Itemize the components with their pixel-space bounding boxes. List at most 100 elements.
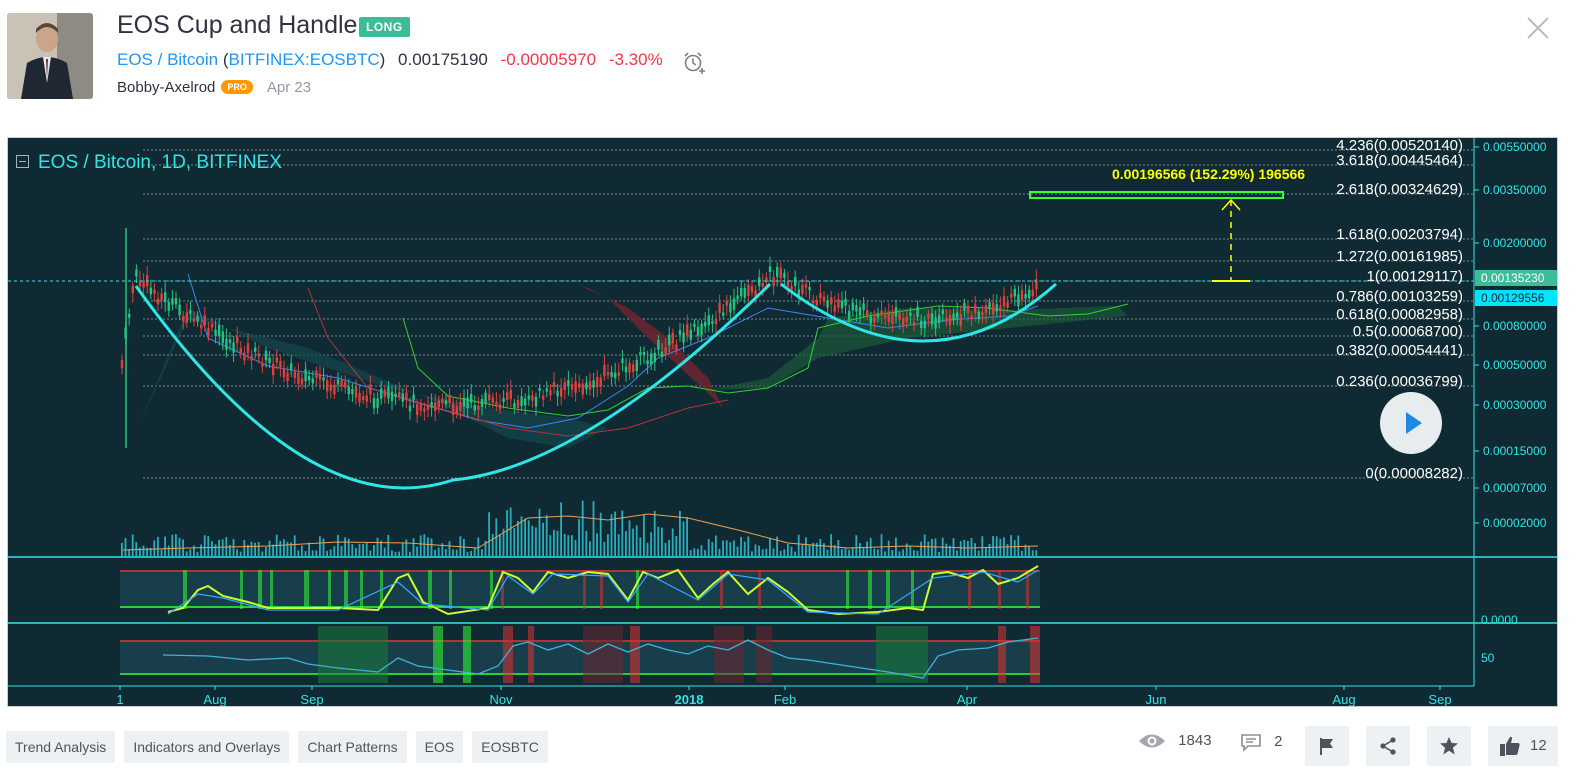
symbol-ticker-link[interactable]: BITFINEX:EOSBTC (228, 50, 380, 69)
tag-eosbtc[interactable]: EOSBTC (472, 731, 548, 763)
candle-body (326, 380, 329, 392)
symbol-name-link[interactable]: EOS / Bitcoin (117, 50, 219, 69)
candle-body (1002, 296, 1006, 307)
ichimoku-cloud (138, 308, 608, 448)
volume-bar (862, 547, 865, 556)
candle-body (866, 309, 869, 316)
tag-indicators-and-overlays[interactable]: Indicators and Overlays (124, 731, 290, 763)
indicator-line-blue (187, 273, 1039, 429)
volume-bar (905, 543, 908, 556)
candle-body (502, 397, 505, 402)
osc-highlight (630, 626, 640, 683)
volume-bar (484, 540, 487, 556)
volume-bar (873, 548, 876, 556)
candle-body (477, 405, 480, 410)
volume-bar (538, 508, 541, 556)
report-button[interactable] (1305, 726, 1349, 766)
candle-body (437, 400, 440, 408)
tag-eos[interactable]: EOS (415, 731, 464, 763)
pro-badge: PRO (221, 80, 253, 94)
candle-body (603, 364, 606, 377)
candle-body (898, 312, 901, 320)
volume-bar (1017, 535, 1020, 556)
volume-bar (185, 551, 188, 556)
candle-body (318, 373, 322, 380)
volume-bar (902, 549, 904, 556)
legend-collapse-toggle[interactable] (16, 155, 29, 168)
volume-bar (614, 511, 616, 556)
volume-bar (340, 546, 343, 556)
volume-bar (844, 548, 847, 556)
play-icon[interactable] (1380, 392, 1442, 454)
volume-bar (470, 550, 472, 556)
volume-bar (700, 545, 703, 556)
volume-bar (459, 536, 462, 556)
candle-body (164, 292, 167, 303)
chart-snapshot[interactable]: 0.00196566 (152.29%) 196566 4.236(0.0052… (7, 137, 1558, 707)
candle-body (938, 315, 941, 323)
volume-bar (344, 537, 346, 556)
price-tag-green-text: 0.00135230 (1481, 271, 1545, 285)
osc-highlight (528, 626, 534, 683)
volume-bar (189, 549, 192, 556)
volume-bar (592, 501, 595, 556)
candle-body (372, 398, 376, 409)
share-button[interactable] (1366, 726, 1410, 766)
candle-body (128, 313, 131, 318)
candle-body (927, 313, 930, 319)
chart-legend: EOS / Bitcoin, 1D, BITFINEX (38, 152, 282, 173)
candle-body (642, 351, 646, 356)
volume-bar (261, 551, 264, 556)
candle-body (257, 353, 260, 357)
volume-bar (747, 536, 750, 556)
fib-label: 0.5(0.00068700) (1353, 323, 1463, 340)
candle-body (650, 353, 653, 365)
close-icon[interactable] (1524, 14, 1552, 42)
osc-highlight (318, 626, 388, 683)
candle-body (668, 334, 671, 346)
candle-body (941, 309, 944, 315)
tag-trend-analysis[interactable]: Trend Analysis (6, 731, 116, 763)
volume-bar (308, 542, 310, 556)
candle-body (203, 315, 206, 326)
volume-bar (221, 539, 224, 556)
candle-body (473, 405, 476, 411)
time-tick-label: Nov (489, 692, 513, 706)
favorite-button[interactable] (1427, 726, 1471, 766)
volume-bar (283, 539, 285, 556)
alarm-clock-plus-icon[interactable] (682, 50, 708, 76)
volume-bar (682, 521, 685, 556)
osc-highlight (720, 570, 723, 609)
candle-body (660, 351, 664, 357)
volume-bar (448, 541, 451, 556)
candle-body (423, 408, 426, 412)
candle-body (772, 276, 775, 287)
candle-body (970, 316, 973, 320)
volume-bar (661, 527, 663, 556)
volume-bar (441, 543, 444, 556)
comments-stat[interactable]: 2 (1240, 732, 1283, 762)
candle-body (236, 336, 239, 343)
candle-body (858, 307, 862, 316)
volume-bar (322, 538, 325, 556)
candle-body (570, 384, 574, 390)
fib-label: 0(0.00008282) (1365, 465, 1463, 482)
candle-body (282, 368, 286, 378)
candle-body (617, 372, 620, 376)
volume-bar (920, 541, 922, 556)
like-button[interactable]: 12 (1488, 726, 1558, 766)
price-tick-label: 0.00015000 (1483, 444, 1547, 458)
price-tag-cyan (1475, 290, 1557, 306)
volume-bar (297, 550, 300, 556)
volume-bar (560, 502, 562, 556)
author-name[interactable]: Bobby-Axelrod (117, 79, 216, 96)
volume-bar (596, 533, 598, 556)
candle-body (923, 320, 926, 329)
volume-bar (304, 551, 307, 556)
avatar[interactable] (7, 13, 93, 99)
volume-bar (715, 535, 717, 556)
volume-bar (567, 535, 570, 556)
candle-body (995, 304, 998, 312)
candle-body (520, 396, 523, 407)
tag-chart-patterns[interactable]: Chart Patterns (298, 731, 407, 763)
